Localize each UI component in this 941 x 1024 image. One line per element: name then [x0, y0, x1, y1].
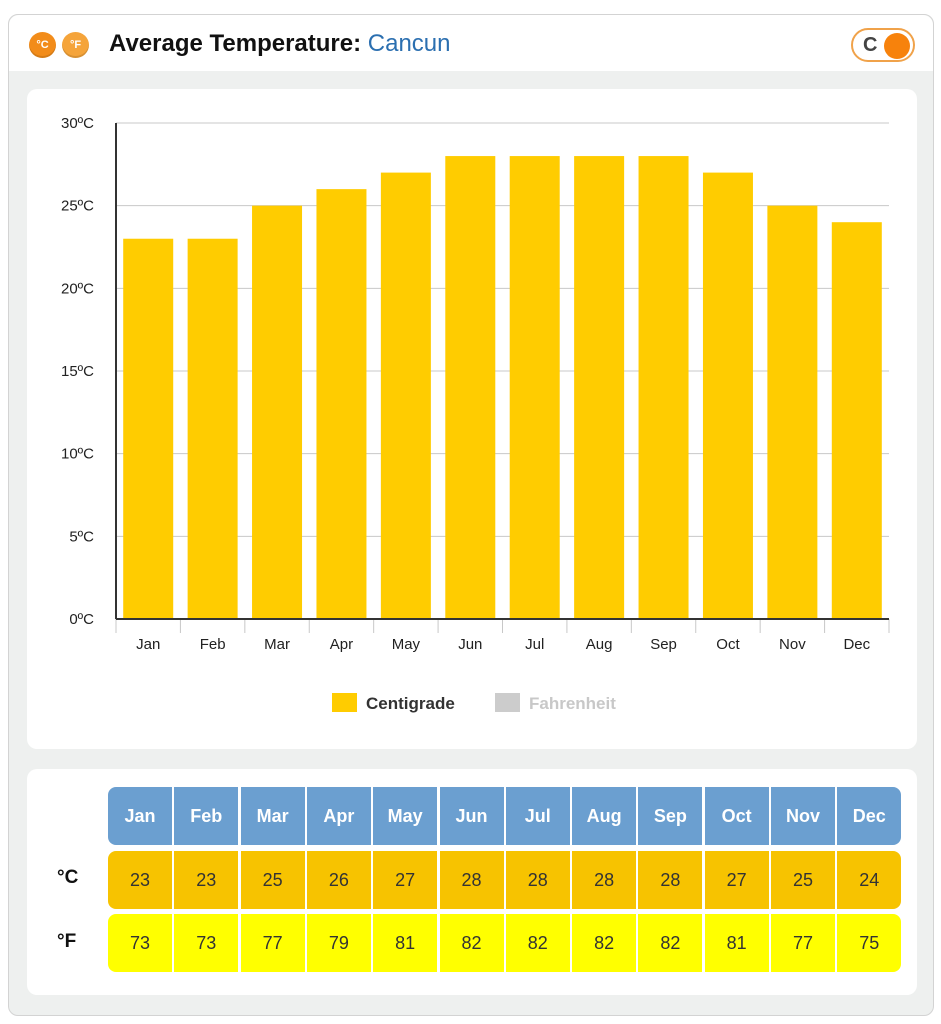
x-tick-label: Mar: [264, 636, 290, 653]
fahrenheit-cell: 82: [638, 914, 703, 972]
fahrenheit-cell: 82: [439, 914, 504, 972]
legend-label: Centigrade: [366, 694, 455, 713]
bar-apr: [316, 189, 367, 619]
x-tick-label: Jan: [136, 636, 160, 653]
x-tick-label: Apr: [330, 636, 353, 653]
celsius-cell: 28: [572, 851, 637, 909]
celsius-cell: 25: [240, 851, 305, 909]
bar-sep: [638, 156, 689, 620]
unit-toggle[interactable]: C: [851, 28, 915, 62]
fahrenheit-cell: 81: [704, 914, 769, 972]
x-tick-label: Sep: [650, 636, 677, 653]
bar-oct: [702, 172, 753, 619]
y-tick-label: 20ºC: [61, 280, 94, 297]
toggle-label: C: [863, 34, 878, 56]
bar-feb: [187, 238, 238, 619]
x-tick-label: Oct: [716, 636, 740, 653]
fahrenheit-cell: 73: [174, 914, 239, 972]
y-tick-label: 25ºC: [61, 198, 94, 215]
bar-jan: [123, 238, 174, 619]
month-header-cell: Jun: [439, 787, 504, 845]
x-tick-label: Dec: [843, 636, 870, 653]
y-tick-label: 30ºC: [61, 115, 94, 132]
city-name: Cancun: [367, 30, 451, 57]
x-tick-label: May: [392, 636, 421, 653]
fahrenheit-cell: 81: [373, 914, 438, 972]
celsius-cell: 28: [505, 851, 570, 909]
bar-aug: [574, 156, 625, 620]
x-tick-label: Feb: [200, 636, 226, 653]
x-tick-label: Jun: [458, 636, 482, 653]
celsius-cell: 24: [837, 851, 902, 909]
celsius-cell: 26: [306, 851, 371, 909]
month-header-cell: Apr: [306, 787, 371, 845]
fahrenheit-cell: 77: [771, 914, 835, 972]
month-header-cell: Dec: [837, 787, 902, 845]
legend-item-fahrenheit[interactable]: Fahrenheit: [495, 693, 616, 713]
page-title: Average Temperature: Cancun: [109, 30, 451, 58]
fahrenheit-cell: 82: [505, 914, 570, 972]
legend-swatch: [495, 693, 520, 712]
month-header-cell: Sep: [638, 787, 703, 845]
fahrenheit-cell: 82: [572, 914, 637, 972]
celsius-cell: 25: [771, 851, 835, 909]
toggle-knob[interactable]: [884, 33, 910, 59]
x-tick-label: Nov: [779, 636, 806, 653]
month-header-cell: Jan: [108, 787, 172, 845]
celsius-cell: 28: [439, 851, 504, 909]
fahrenheit-cell: 75: [837, 914, 902, 972]
bar-jul: [509, 156, 560, 620]
celsius-cell: 27: [373, 851, 438, 909]
month-header-cell: Mar: [240, 787, 305, 845]
y-tick-label: 5ºC: [69, 528, 94, 545]
celsius-row-label: °C: [57, 867, 79, 888]
celsius-cell: 23: [108, 851, 172, 909]
bar-nov: [767, 205, 818, 619]
temperature-bar-chart: 0ºC 5ºC 10ºC 15ºC 20ºC 25ºC 30ºC Jan Feb Mar Apr Ma…: [61, 115, 890, 713]
widget-header: °C °F Average Temperature: Cancun C: [9, 15, 933, 71]
x-tick-label: Jul: [525, 636, 544, 653]
y-tick-label: 15ºC: [61, 363, 94, 380]
fahrenheit-icon[interactable]: °F: [62, 32, 89, 58]
fahrenheit-cell: 79: [306, 914, 371, 972]
fahrenheit-cell: 77: [240, 914, 305, 972]
table-panel: Jan Feb Mar Apr May Jun Jul Aug Sep Oct Nov Dec 23 23…: [27, 769, 917, 995]
month-header-cell: Feb: [174, 787, 239, 845]
chart-panel: 0ºC 5ºC 10ºC 15ºC 20ºC 25ºC 30ºC Jan Feb Mar Apr Ma…: [27, 89, 917, 749]
month-header-cell: Oct: [704, 787, 769, 845]
y-tick-label: 0ºC: [69, 611, 94, 628]
legend-swatch: [332, 693, 357, 712]
legend-item-centigrade[interactable]: Centigrade: [332, 693, 455, 713]
celsius-cell: 28: [638, 851, 703, 909]
fahrenheit-cell: 73: [108, 914, 172, 972]
month-header-cell: Nov: [771, 787, 835, 845]
celsius-cell: 23: [174, 851, 239, 909]
bar-mar: [252, 205, 303, 619]
y-tick-label: 10ºC: [61, 446, 94, 463]
fahrenheit-row-label: °F: [57, 931, 77, 952]
bar-dec: [831, 222, 882, 619]
month-header-cell: Jul: [505, 787, 570, 845]
title-text: Average Temperature:: [109, 30, 362, 57]
temperature-widget: °C °F Average Temperature: Cancun C 0ºC 5…: [8, 14, 934, 1016]
bar-may: [380, 172, 431, 619]
month-header-cell: Aug: [572, 787, 637, 845]
legend-label: Fahrenheit: [529, 694, 616, 713]
celsius-icon[interactable]: °C: [29, 32, 56, 58]
month-header-cell: May: [373, 787, 438, 845]
x-tick-label: Aug: [586, 636, 613, 653]
bar-jun: [445, 156, 496, 620]
celsius-cell: 27: [704, 851, 769, 909]
